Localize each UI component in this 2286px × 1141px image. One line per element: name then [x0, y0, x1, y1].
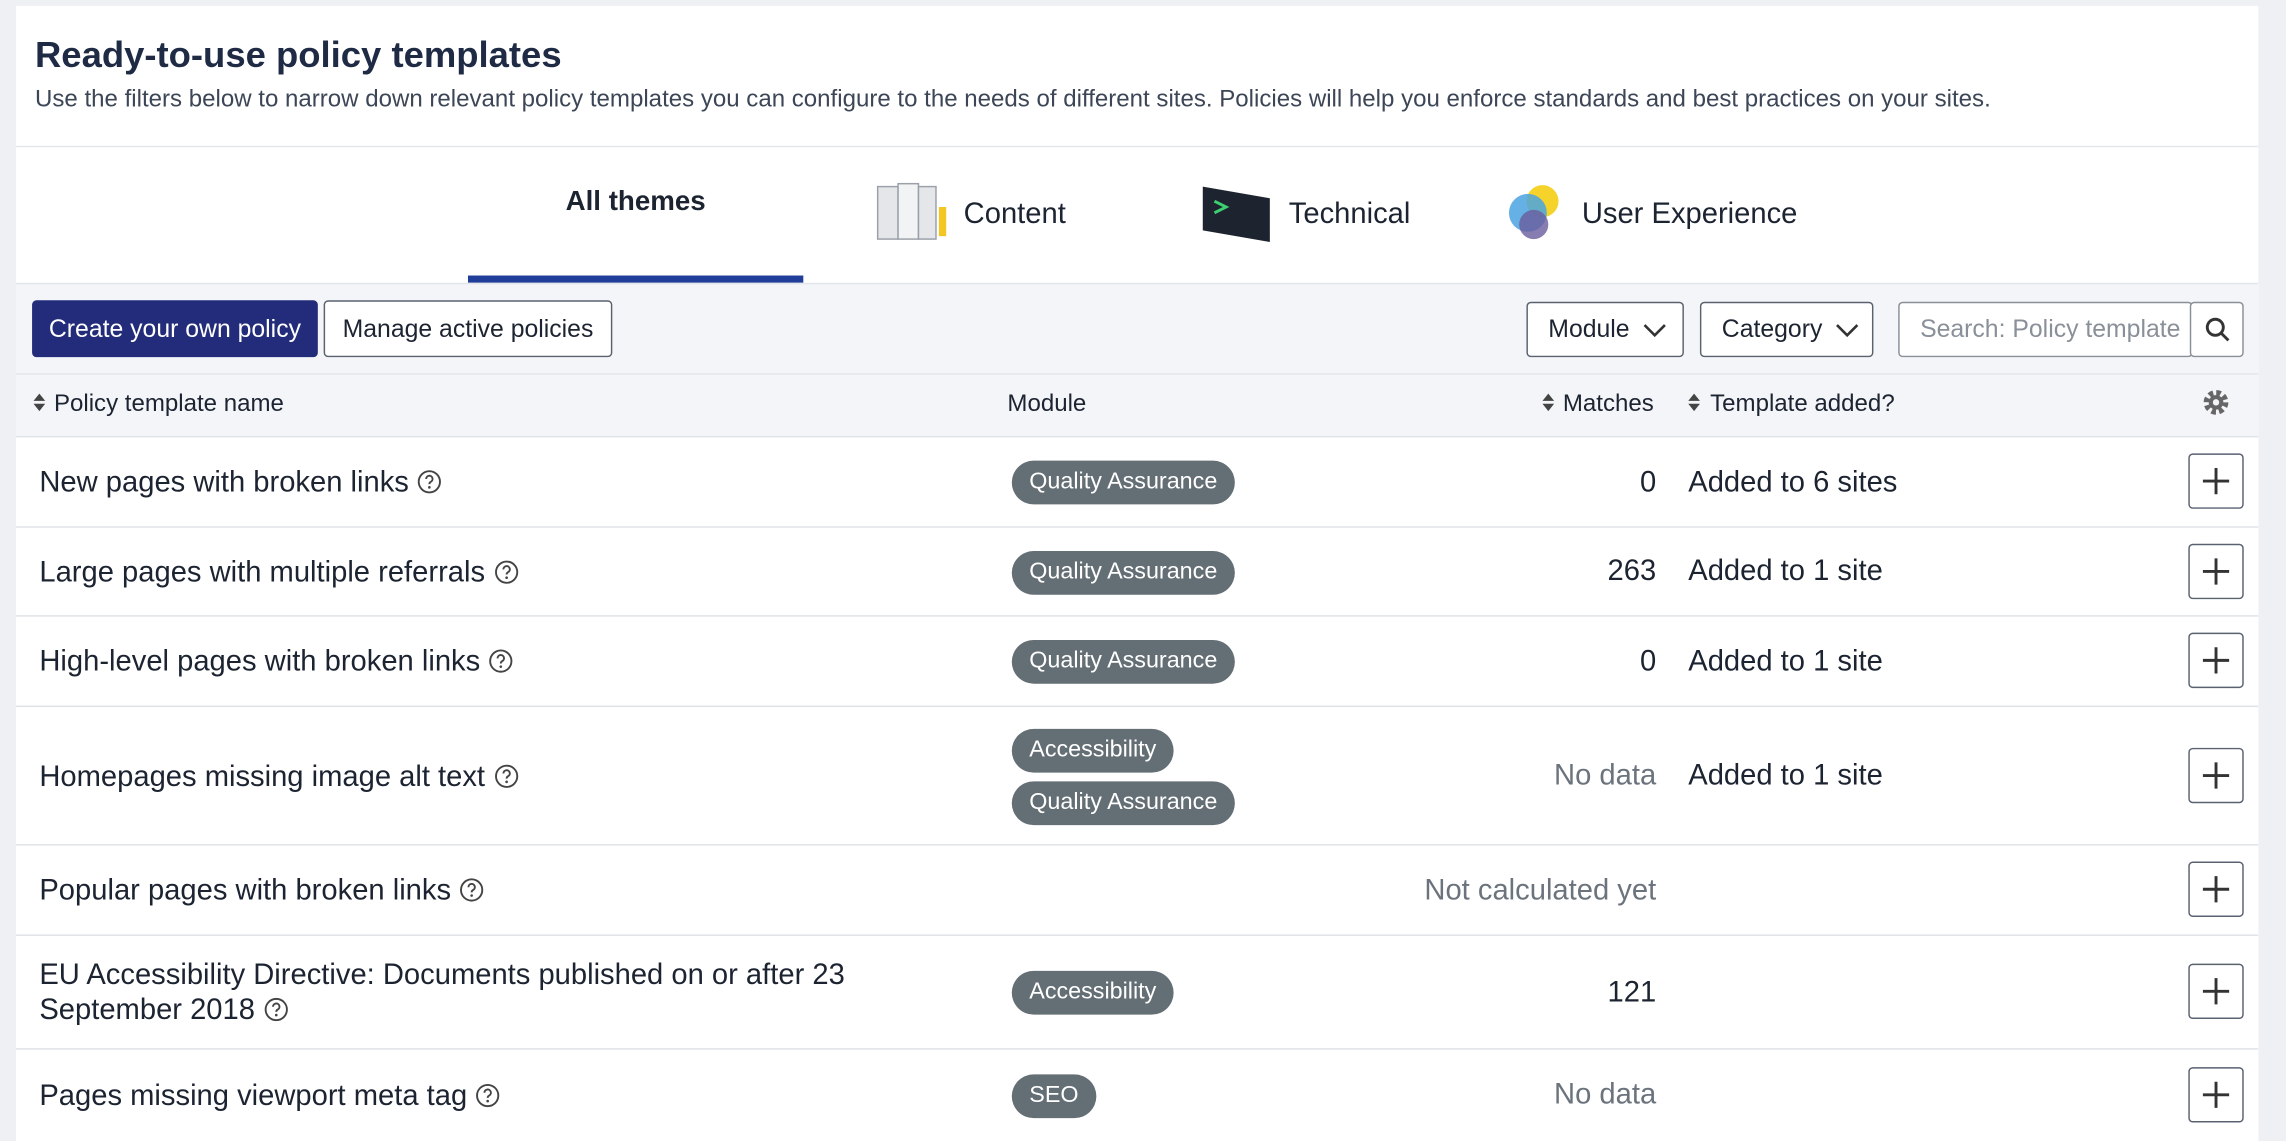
matches-cell: 121 [1607, 975, 1657, 1009]
name-cell: Homepages missing image alt text [39, 707, 972, 845]
add-button[interactable] [2188, 1066, 2244, 1122]
divider [16, 145, 2259, 148]
add-button[interactable] [2188, 861, 2244, 917]
matches-cell: Not calculated yet [1424, 873, 1657, 907]
table-row: Popular pages with broken links Not calcu… [16, 844, 2259, 936]
module-badge: Quality Assurance [1011, 639, 1235, 684]
policy-name: High-level pages with broken links [39, 644, 513, 679]
sort-icon[interactable] [1687, 392, 1702, 412]
module-badge: Quality Assurance [1011, 550, 1235, 595]
column-header: Module [1007, 390, 1087, 417]
module-cell: Accessibility Quality Assurance [1011, 707, 1235, 845]
module-cell: SEO [1011, 1050, 1097, 1141]
name-cell: High-level pages with broken links [39, 617, 972, 707]
matches-cell: No data [1554, 759, 1657, 792]
filter-label: Category [1721, 314, 1823, 343]
tab[interactable]: Content [963, 198, 1066, 231]
policy-name: EU Accessibility Directive: Documents pu… [39, 959, 845, 1027]
search-input[interactable]: Search: Policy template [1898, 301, 2193, 358]
matches-cell: 0 [1639, 645, 1657, 678]
policy-name: Large pages with multiple referrals [39, 555, 518, 590]
policy-name: Popular pages with broken links [39, 873, 484, 908]
content-icon [876, 182, 947, 240]
module-cell: Quality Assurance [1011, 437, 1235, 527]
added-cell: Added to 1 site [1688, 759, 1883, 792]
module-cell: Accessibility [1011, 936, 1174, 1050]
tab[interactable]: Technical [1288, 198, 1411, 231]
add-button[interactable] [2188, 747, 2244, 803]
added-cell: Added to 1 site [1688, 645, 1883, 678]
chevron [1836, 324, 1859, 338]
create-button[interactable]: Create your own policy [32, 300, 318, 358]
help-icon[interactable] [494, 559, 519, 584]
name-cell: EU Accessibility Directive: Documents pu… [39, 936, 972, 1050]
help-icon[interactable] [460, 878, 485, 903]
module-filter[interactable]: Module [1526, 301, 1684, 358]
module-badge: SEO [1011, 1073, 1097, 1118]
table-row: High-level pages with broken links Qualit… [16, 615, 2259, 708]
table-row: New pages with broken links Quality Assur… [16, 435, 2259, 528]
ux-icon [1508, 185, 1559, 240]
module-cell: Quality Assurance [1011, 528, 1235, 617]
module-badge: Quality Assurance [1011, 780, 1235, 825]
page-title: Ready-to-use policy templates [34, 34, 562, 76]
module-cell: Quality Assurance [1011, 617, 1235, 707]
matches-cell: 0 [1639, 465, 1657, 498]
technical-icon [1202, 186, 1270, 242]
name-cell: Large pages with multiple referrals [39, 528, 972, 617]
add-button[interactable] [2188, 632, 2244, 689]
tab-active-indicator [467, 275, 804, 283]
name-cell: Pages missing viewport meta tag [39, 1050, 972, 1141]
search-button[interactable] [2189, 301, 2244, 358]
matches-cell: 263 [1607, 555, 1657, 588]
add-button[interactable] [2188, 543, 2244, 599]
tab[interactable]: User Experience [1581, 198, 1798, 231]
table-row: Homepages missing image alt text Accessib… [16, 705, 2259, 846]
module-badge: Quality Assurance [1011, 460, 1235, 505]
tab[interactable]: All themes [565, 186, 706, 218]
table-row: Large pages with multiple referrals Quali… [16, 526, 2259, 617]
manage-button[interactable]: Manage active policies [323, 300, 613, 358]
plus-icon [2202, 647, 2230, 674]
name-cell: Popular pages with broken links [39, 846, 972, 936]
chevron [1643, 324, 1666, 338]
help-icon[interactable] [418, 469, 443, 494]
filter-label: Module [1548, 314, 1630, 343]
plus-icon [2202, 761, 2230, 788]
column-header[interactable]: Template added? [1710, 390, 1895, 417]
module-badge: Accessibility [1011, 970, 1174, 1015]
plus-icon [2202, 876, 2230, 903]
sort-icon[interactable] [1541, 392, 1556, 412]
plus-icon [2202, 557, 2230, 584]
add-button[interactable] [2188, 963, 2244, 1020]
help-icon[interactable] [494, 763, 519, 788]
added-cell: Added to 1 site [1688, 555, 1883, 588]
table-row: Pages missing viewport meta tag SEO No dat… [16, 1048, 2259, 1141]
plus-icon [2202, 1080, 2230, 1108]
table-row: EU Accessibility Directive: Documents pu… [16, 934, 2259, 1050]
plus-icon [2202, 978, 2230, 1005]
help-icon[interactable] [489, 649, 514, 674]
settings-icon[interactable] [2201, 388, 2230, 417]
column-header[interactable]: Policy template name [53, 390, 284, 417]
help-icon[interactable] [264, 997, 289, 1022]
search-icon [2205, 317, 2229, 342]
sort-icon[interactable] [32, 392, 47, 412]
help-icon[interactable] [476, 1082, 501, 1107]
module-badge: Accessibility [1011, 728, 1174, 772]
name-cell: New pages with broken links [39, 437, 972, 527]
table-header [16, 373, 2259, 438]
plus-icon [2202, 467, 2230, 495]
policy-name: New pages with broken links [39, 465, 442, 500]
add-button[interactable] [2188, 453, 2244, 509]
policy-name: Homepages missing image alt text [39, 759, 518, 794]
policy-name: Pages missing viewport meta tag [39, 1078, 500, 1113]
column-header[interactable]: Matches [1562, 390, 1654, 417]
category-filter[interactable]: Category [1699, 301, 1874, 358]
page-subtitle: Use the filters below to narrow down rel… [34, 86, 1991, 113]
matches-cell: No data [1554, 1078, 1657, 1111]
added-cell: Added to 6 sites [1688, 465, 1898, 498]
